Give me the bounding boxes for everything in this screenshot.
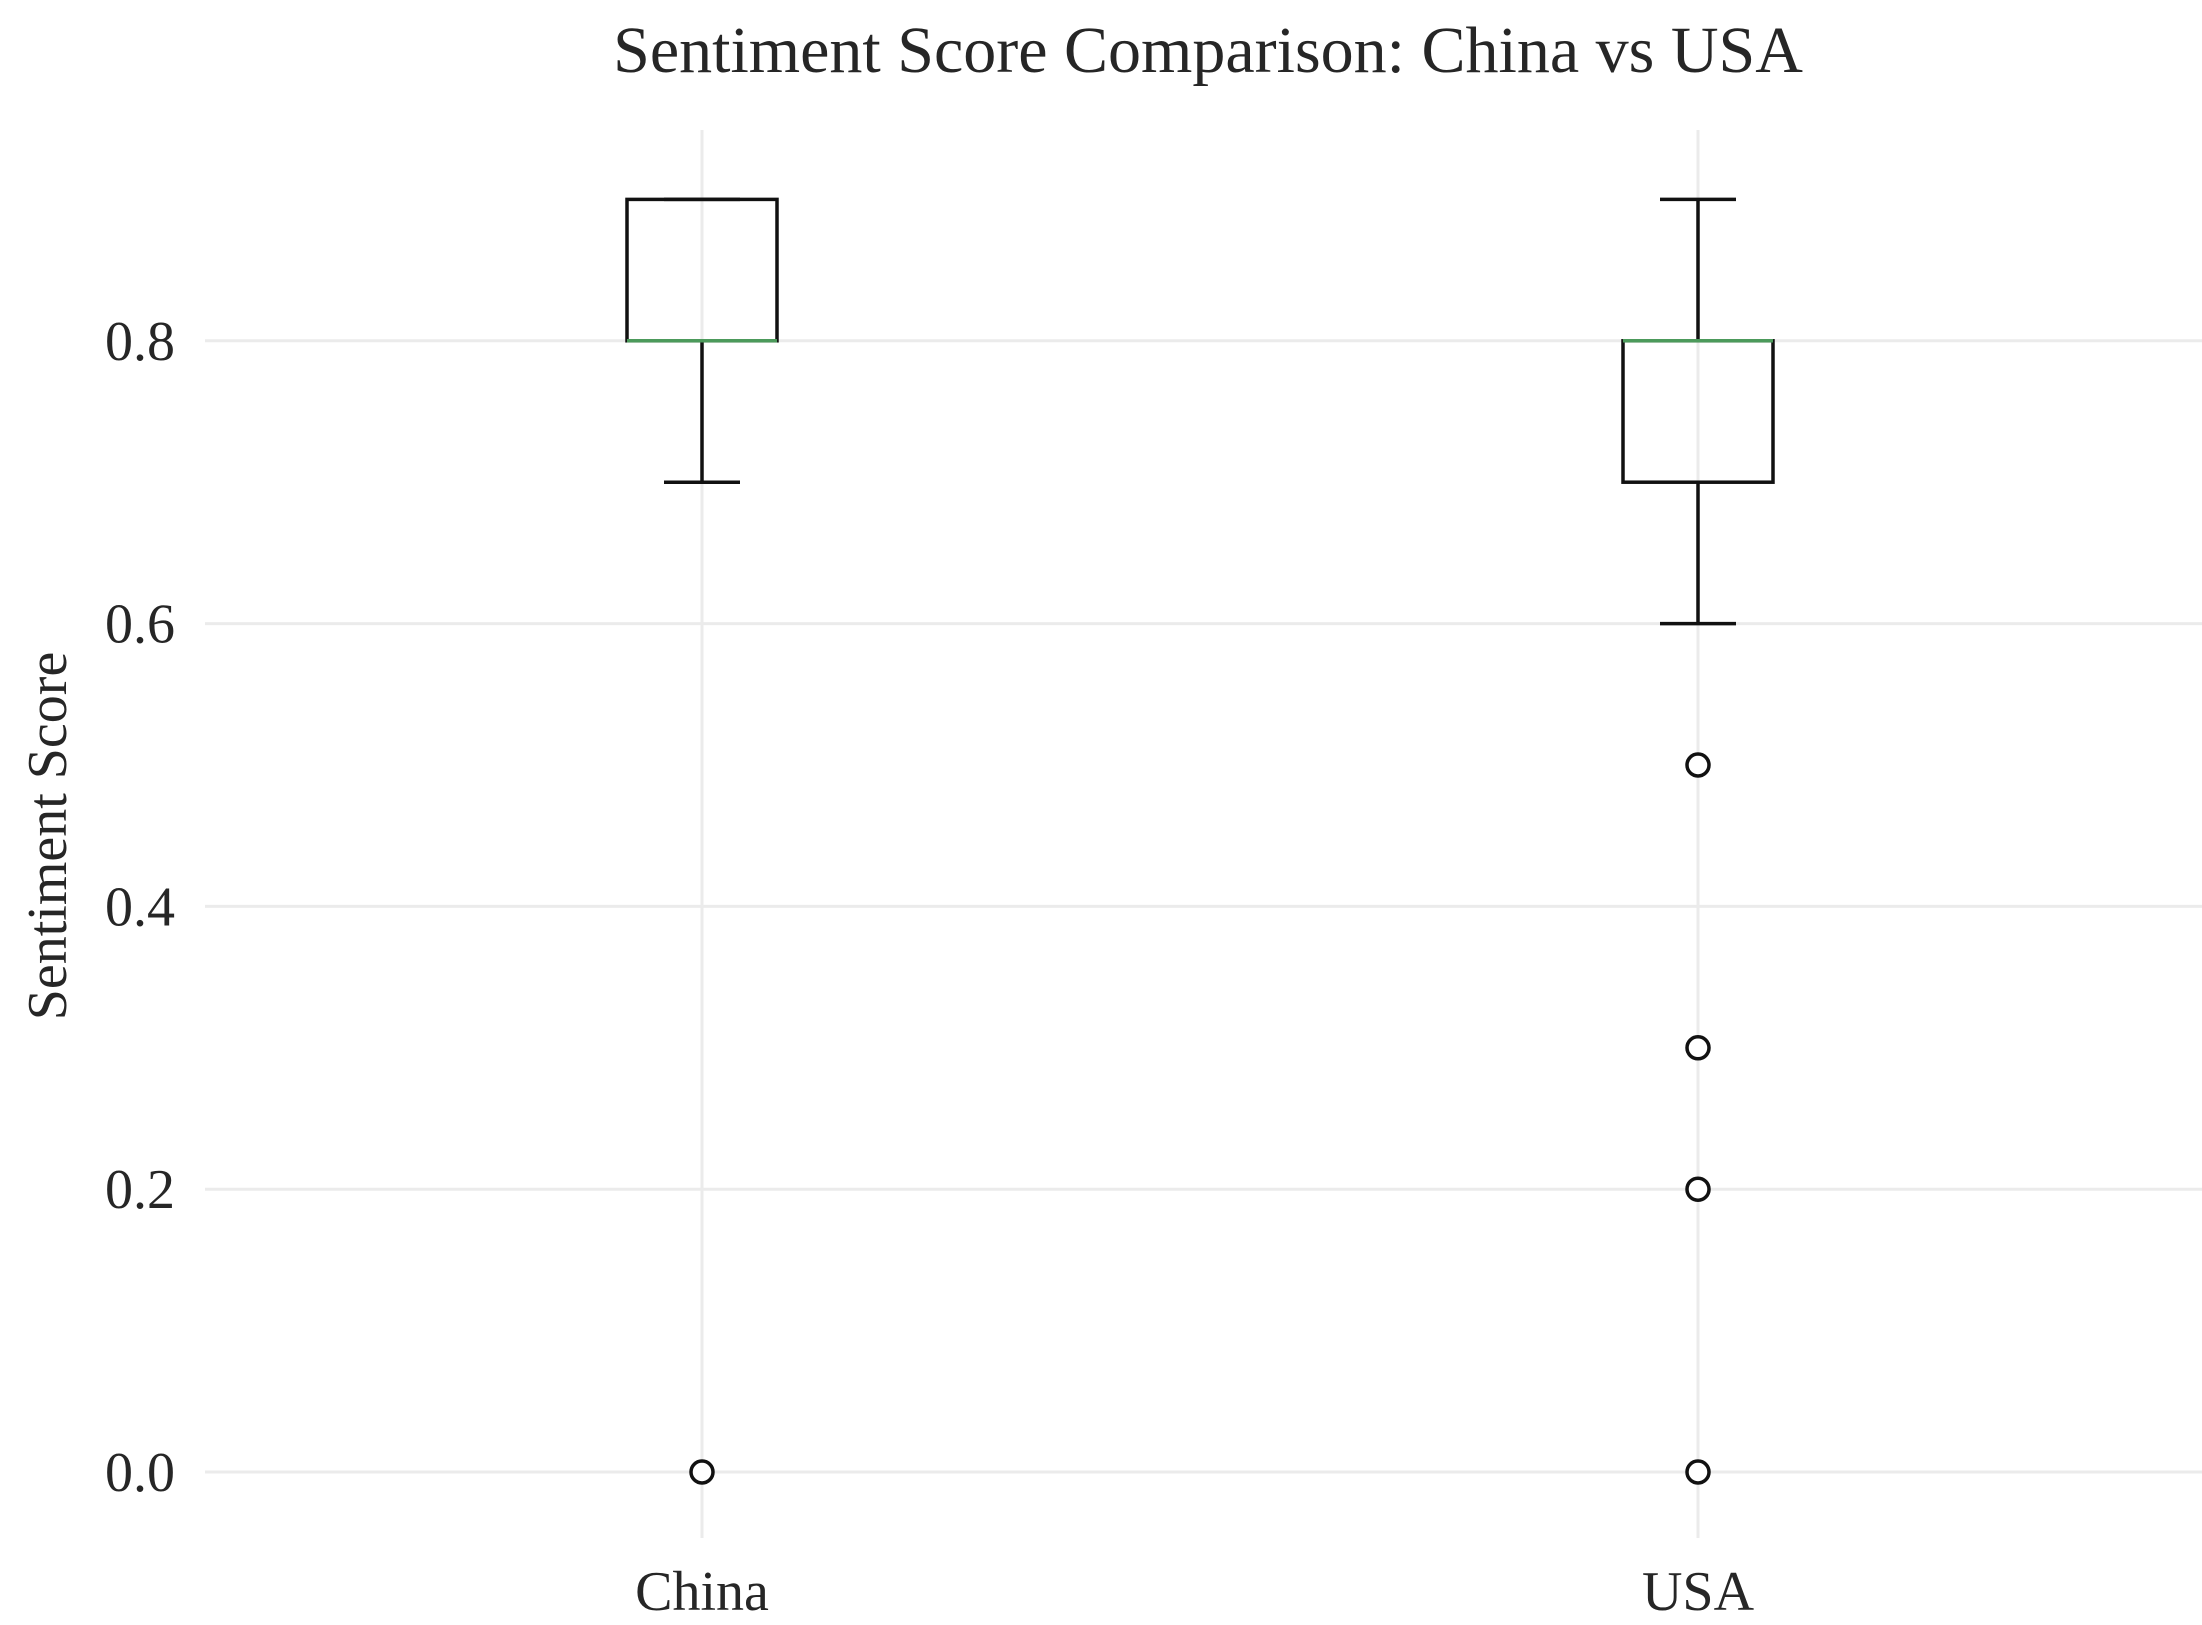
chart-title: Sentiment Score Comparison: China vs USA: [613, 14, 1803, 87]
box-layer: [625, 197, 1775, 1485]
outlier-point: [1685, 1035, 1711, 1061]
y-axis-label: Sentiment Score: [17, 652, 79, 1021]
x-tick-label: China: [635, 1561, 769, 1623]
boxplot-china: [625, 197, 779, 1485]
outlier-point: [1685, 1459, 1711, 1485]
grid-layer: [205, 130, 2202, 1538]
boxplot-usa: [1621, 197, 1775, 1485]
y-tick-label: 0.2: [105, 1159, 175, 1221]
x-tick-label: USA: [1642, 1561, 1755, 1623]
outlier-point: [1685, 752, 1711, 778]
text-layer: Sentiment Score Comparison: China vs USA…: [17, 14, 1803, 1623]
y-tick-label: 0.8: [105, 311, 175, 373]
y-tick-label: 0.6: [105, 594, 175, 656]
y-tick-label: 0.4: [105, 876, 175, 938]
y-tick-label: 0.0: [105, 1442, 175, 1504]
outlier-point: [1685, 1176, 1711, 1202]
outlier-point: [689, 1459, 715, 1485]
